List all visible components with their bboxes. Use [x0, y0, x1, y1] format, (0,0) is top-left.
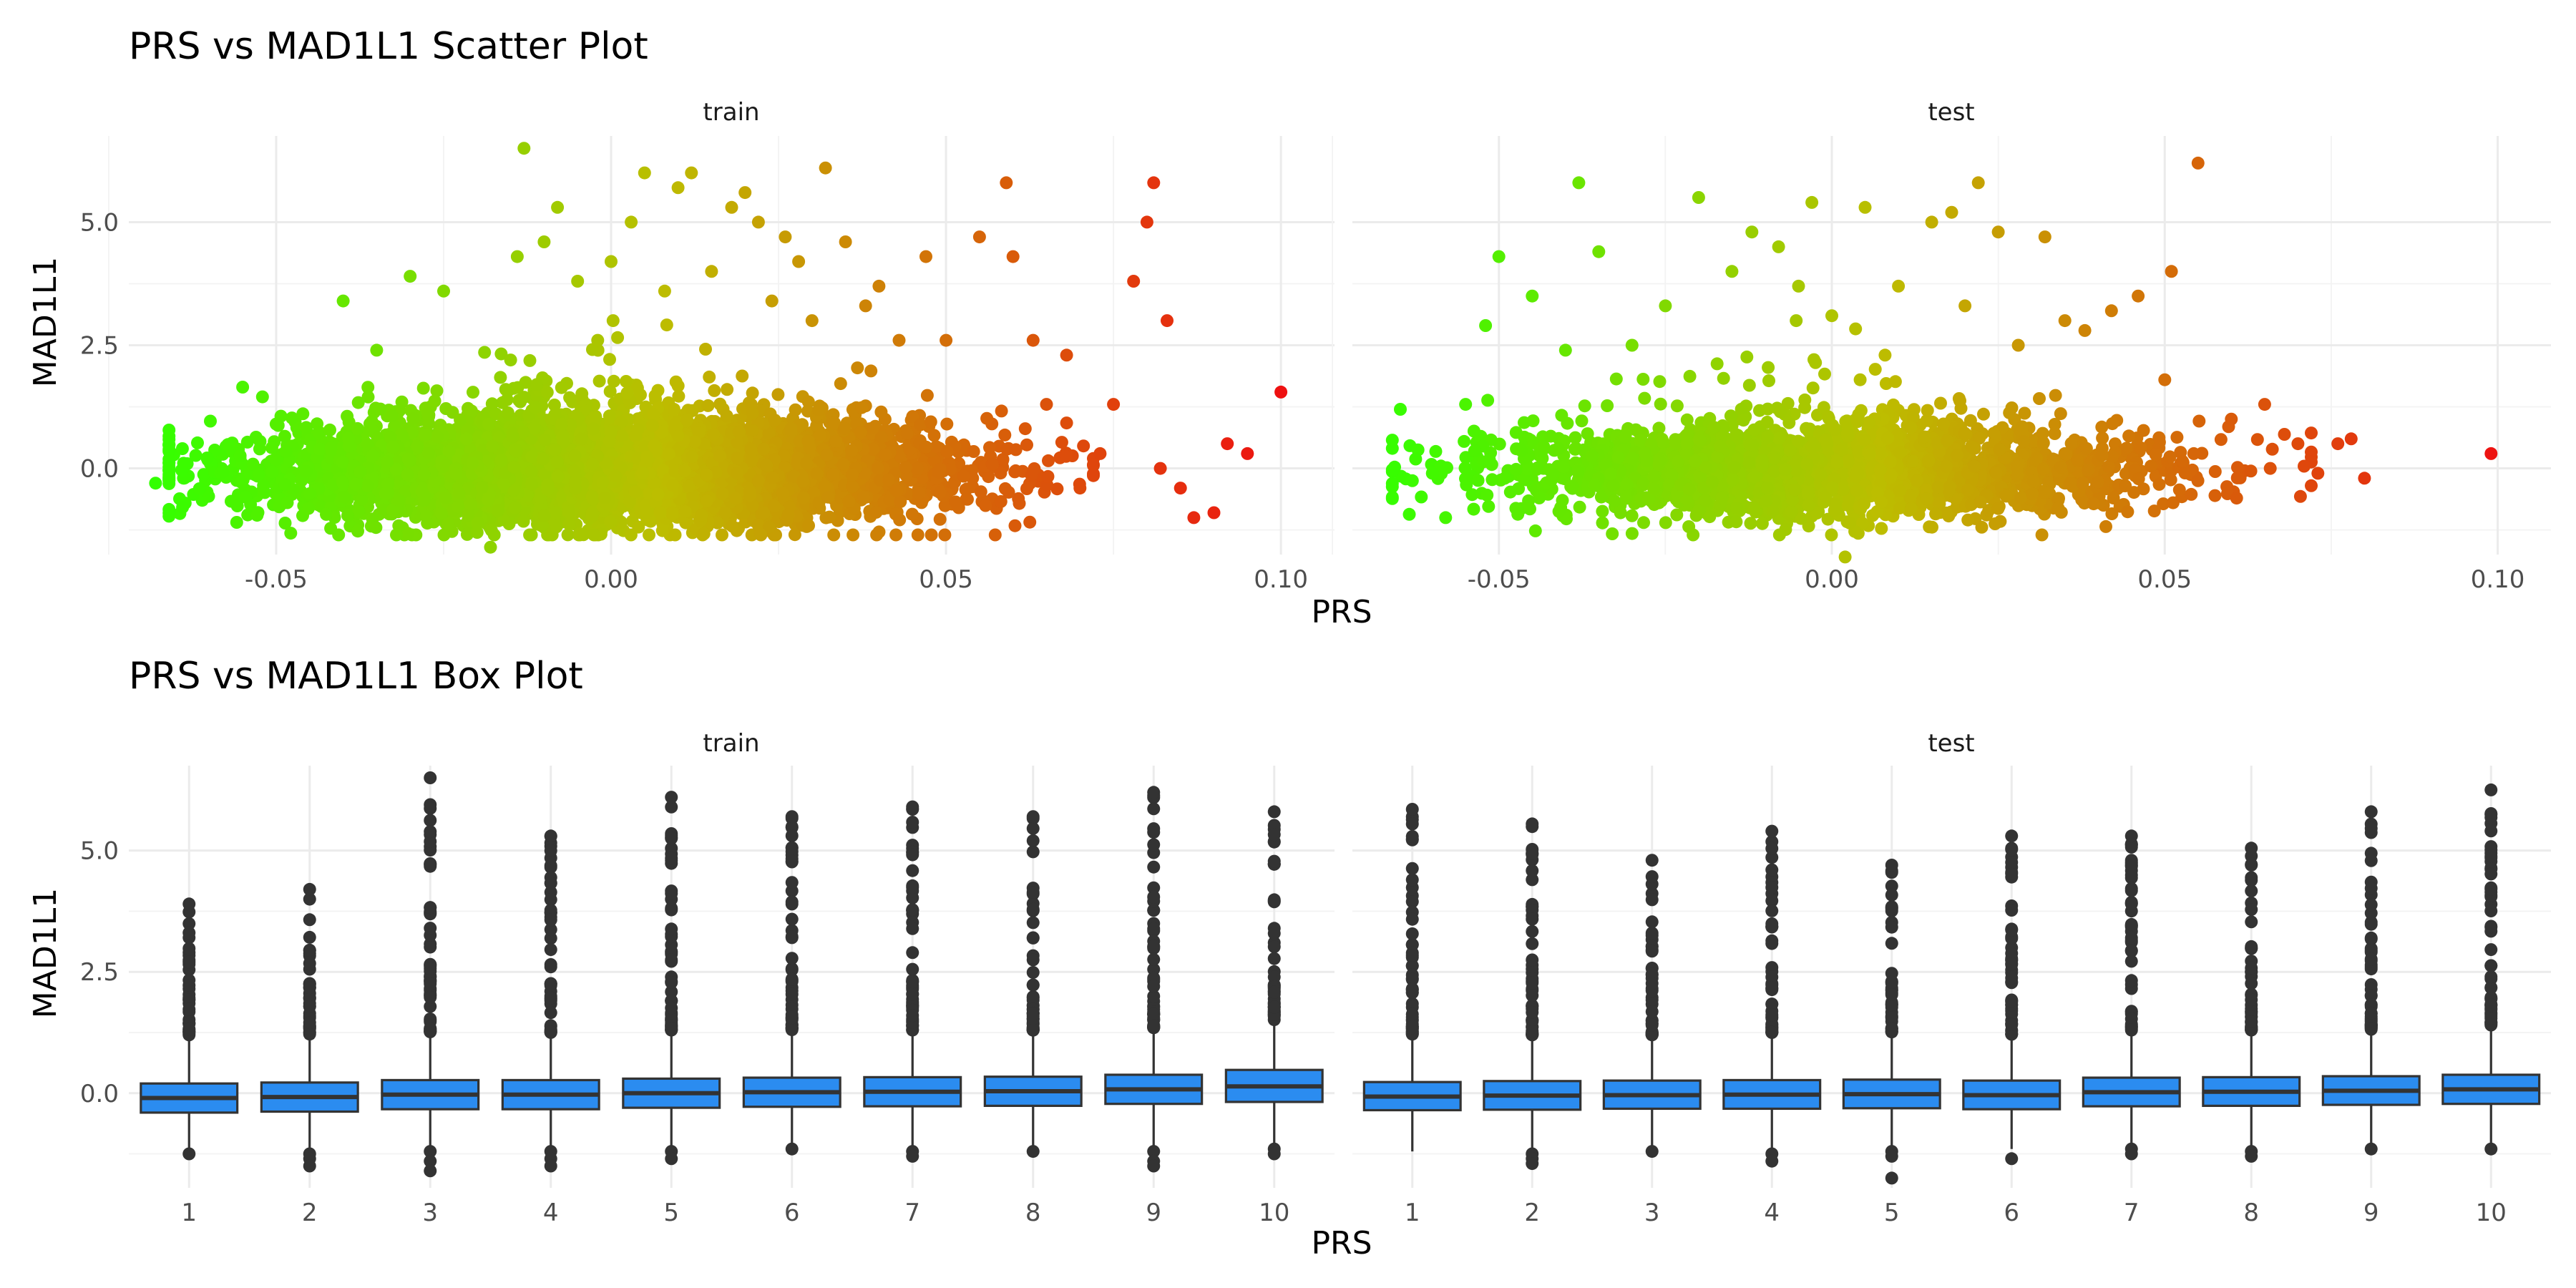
scatter-point	[713, 397, 727, 411]
scatter-point	[938, 528, 952, 542]
scatter-point	[547, 399, 561, 411]
scatter-point	[867, 421, 880, 434]
scatter-point	[1042, 454, 1055, 467]
scatter-point	[1087, 458, 1100, 472]
scatter-point	[827, 528, 841, 542]
scatter-point	[320, 507, 333, 521]
scatter-point	[983, 441, 996, 454]
scatter-point	[361, 390, 375, 404]
scatter-point	[924, 528, 938, 542]
scatter-point	[620, 375, 633, 388]
scatter-point	[467, 386, 479, 399]
scatter-point	[721, 383, 734, 396]
scatter-point	[176, 501, 190, 514]
scatter-point	[933, 512, 947, 526]
scatter-point	[250, 509, 264, 522]
scatter-point	[177, 457, 190, 470]
scatter-point	[257, 479, 270, 492]
scatter-train-points	[149, 142, 1288, 554]
scatter-point	[771, 388, 785, 401]
scatter-point	[351, 525, 364, 538]
scatter-point	[660, 318, 673, 332]
scatter-point	[485, 397, 499, 411]
scatter-point	[699, 343, 712, 356]
scatter-point	[648, 389, 662, 402]
scatter-point	[643, 528, 655, 542]
scatter-point	[607, 374, 620, 388]
scatter-point	[602, 409, 616, 423]
scatter-point	[592, 374, 606, 388]
scatter-strip-train: train	[703, 98, 759, 127]
scatter-point	[374, 402, 387, 416]
scatter-point	[940, 417, 954, 431]
scatter-point	[855, 401, 869, 414]
scatter-point	[701, 399, 715, 412]
scatter-point	[889, 528, 903, 542]
scatter-point	[1008, 519, 1022, 532]
scatter-point	[974, 485, 987, 499]
scatter-point	[575, 387, 589, 401]
scatter-point	[726, 519, 739, 533]
scatter-point	[988, 528, 1002, 542]
scatter-point	[920, 389, 934, 402]
scatter-point	[870, 528, 884, 542]
scatter-point	[312, 426, 326, 439]
scatter-point	[361, 381, 375, 394]
scatter-point	[365, 415, 379, 428]
scatter-point	[667, 402, 680, 416]
scatter-point	[1077, 439, 1091, 453]
scatter-point	[230, 516, 243, 529]
scatter-strip-test: test	[1928, 98, 1974, 127]
scatter-point	[284, 527, 298, 540]
scatter-point	[834, 377, 847, 391]
scatter-point	[1020, 438, 1033, 452]
scatter-point	[998, 428, 1012, 441]
scatter-point	[746, 386, 759, 400]
scatter-point	[979, 499, 992, 512]
scatter-point	[351, 396, 365, 409]
scatter-point	[303, 487, 316, 500]
scatter-point	[1023, 515, 1037, 529]
scatter-point	[668, 528, 682, 542]
scatter-point	[1020, 482, 1033, 495]
scatter-title: PRS vs MAD1L1 Scatter Plot	[129, 25, 648, 68]
scatter-point	[1050, 482, 1064, 496]
scatter-point	[1087, 469, 1100, 482]
scatter-point	[300, 421, 313, 434]
scatter-point	[416, 381, 430, 395]
scatter-point	[286, 411, 298, 425]
scatter-point	[191, 436, 204, 449]
scatter-point	[302, 502, 315, 515]
scatter-point	[1041, 469, 1055, 483]
scatter-point	[980, 411, 994, 425]
scatter-point	[927, 429, 941, 442]
scatter-point	[823, 510, 836, 524]
scatter-point	[611, 331, 625, 344]
scatter-point	[525, 528, 538, 542]
scatter-point	[563, 391, 577, 404]
scatter-point	[390, 528, 403, 542]
scatter-point	[869, 505, 883, 519]
scatter-point	[874, 405, 888, 419]
scatter-point	[1055, 436, 1068, 449]
scatter-point	[716, 528, 728, 542]
scatter-point	[437, 528, 451, 542]
scatter-point	[905, 507, 919, 521]
scatter-point	[995, 404, 1008, 418]
scatter-point	[655, 524, 669, 537]
scatter-point	[893, 513, 907, 527]
scatter-point	[967, 445, 980, 458]
scatter-point	[603, 353, 616, 366]
scatter-point	[708, 384, 721, 397]
scatter-point	[428, 394, 441, 408]
scatter-point	[851, 361, 864, 375]
scatter-point	[494, 371, 507, 384]
scatter-point	[204, 414, 217, 428]
scatter-point	[911, 528, 924, 542]
scatter-point	[669, 375, 683, 389]
